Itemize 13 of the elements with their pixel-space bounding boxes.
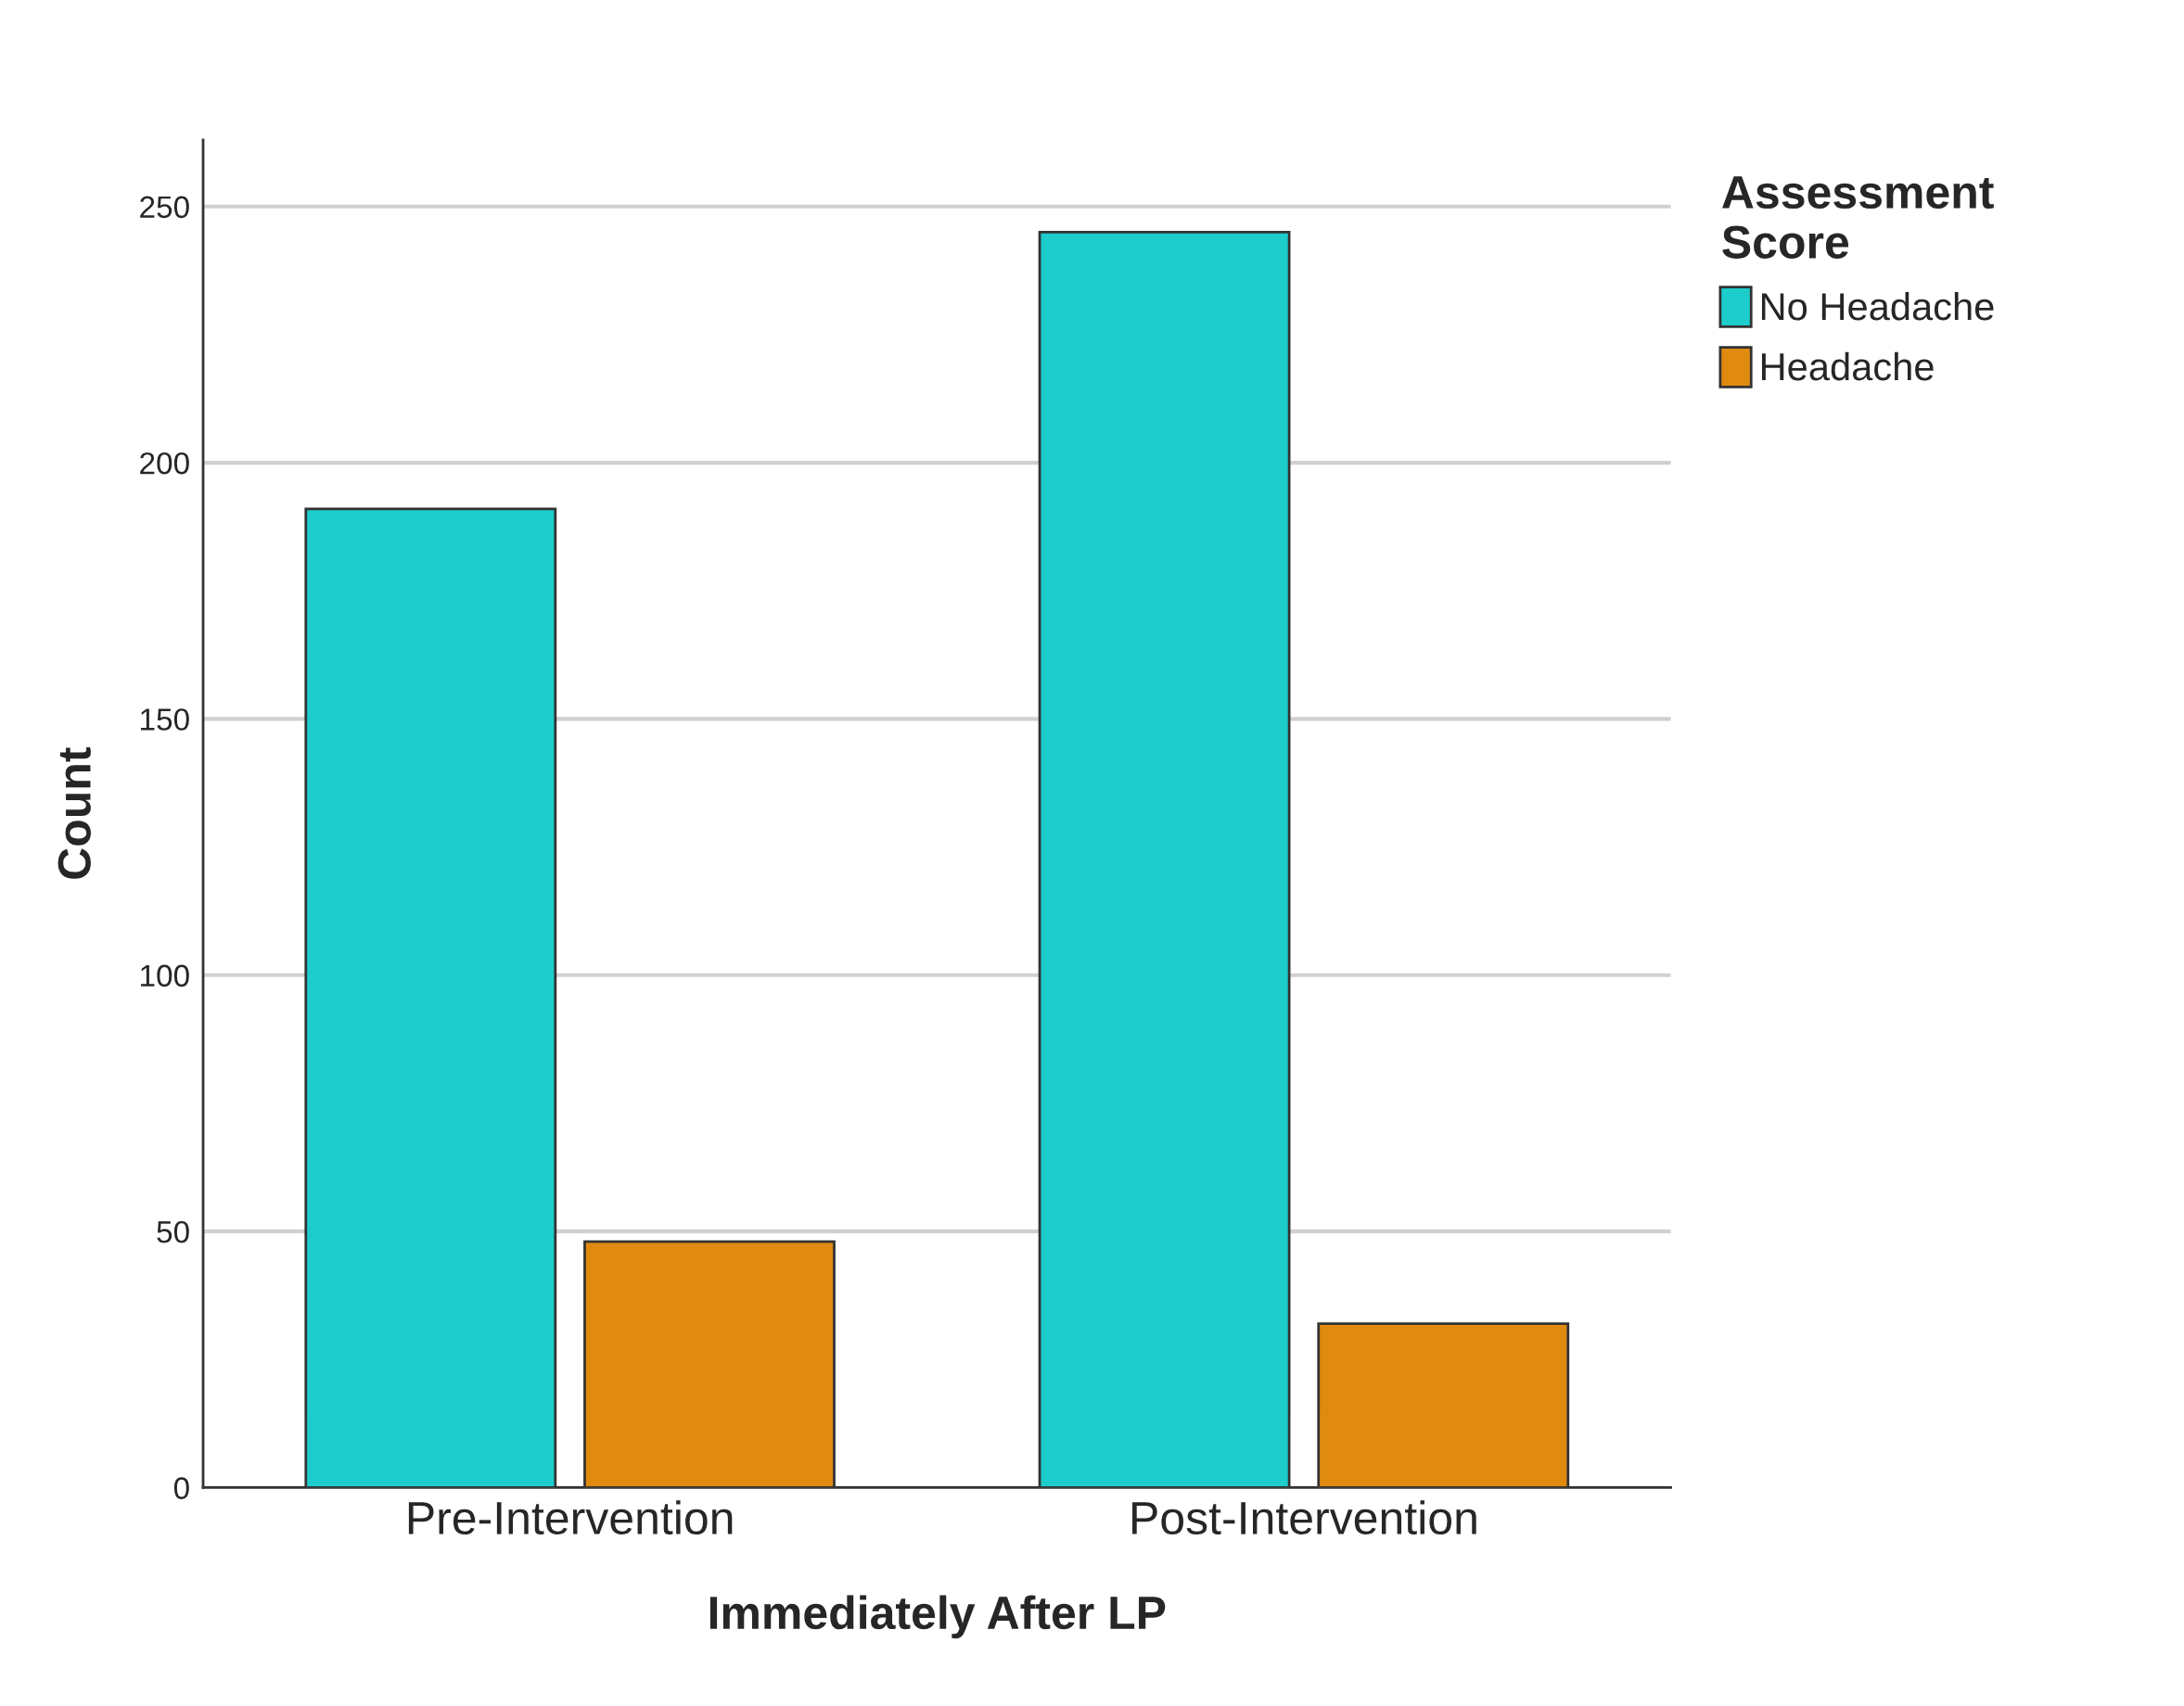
legend-title: Assessment Score	[1722, 176, 1994, 259]
y-axis-title: Count	[57, 747, 91, 879]
legend-label: Headache	[1761, 351, 1934, 381]
y-tick-label: 150	[141, 708, 189, 731]
y-tick-label: 250	[140, 196, 189, 219]
y-tick-label: 100	[141, 964, 189, 987]
y-tick-label: 0	[173, 1477, 189, 1499]
x-tick-label: Post-Intervention	[1132, 1500, 1476, 1535]
legend-label: No Headache	[1761, 291, 1994, 321]
x-tick-label: Pre-Intervention	[408, 1500, 733, 1535]
y-tick-label: 50	[157, 1220, 189, 1243]
y-tick-label: 200	[140, 452, 189, 475]
x-axis-title: Immediately After LP	[709, 1595, 1166, 1639]
